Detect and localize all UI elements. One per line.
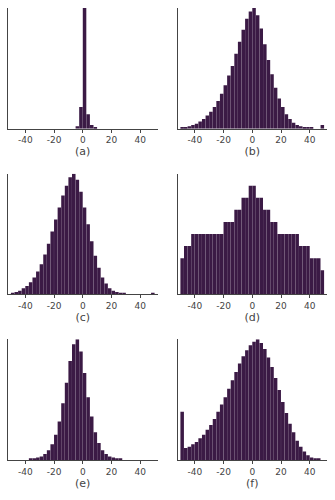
svg-text:0: 0: [80, 301, 86, 311]
svg-text:-20: -20: [216, 467, 231, 477]
svg-text:0: 0: [249, 301, 255, 311]
svg-text:40: 40: [135, 467, 147, 477]
svg-text:0: 0: [80, 135, 86, 145]
svg-text:-20: -20: [47, 135, 62, 145]
svg-text:(b): (b): [244, 145, 260, 158]
svg-text:0: 0: [249, 467, 255, 477]
svg-text:40: 40: [304, 135, 316, 145]
svg-text:-20: -20: [47, 467, 62, 477]
svg-text:-40: -40: [18, 301, 33, 311]
svg-text:-20: -20: [216, 301, 231, 311]
svg-text:-20: -20: [216, 135, 231, 145]
svg-text:(c): (c): [75, 311, 90, 324]
svg-text:40: 40: [304, 467, 316, 477]
svg-text:20: 20: [275, 135, 287, 145]
svg-text:40: 40: [135, 135, 147, 145]
svg-text:-40: -40: [187, 467, 202, 477]
svg-text:20: 20: [106, 467, 118, 477]
svg-text:40: 40: [135, 301, 147, 311]
svg-text:-40: -40: [18, 135, 33, 145]
svg-text:(e): (e): [75, 477, 90, 490]
svg-text:0: 0: [80, 467, 86, 477]
svg-text:(a): (a): [75, 145, 90, 158]
svg-text:0: 0: [249, 135, 255, 145]
svg-text:(d): (d): [244, 311, 260, 324]
svg-text:20: 20: [106, 301, 118, 311]
svg-text:-40: -40: [18, 467, 33, 477]
svg-text:40: 40: [304, 301, 316, 311]
svg-text:(f): (f): [246, 477, 258, 490]
svg-text:-40: -40: [187, 301, 202, 311]
svg-text:20: 20: [275, 467, 287, 477]
svg-text:-40: -40: [187, 135, 202, 145]
svg-text:20: 20: [275, 301, 287, 311]
svg-text:-20: -20: [47, 301, 62, 311]
svg-text:20: 20: [106, 135, 118, 145]
